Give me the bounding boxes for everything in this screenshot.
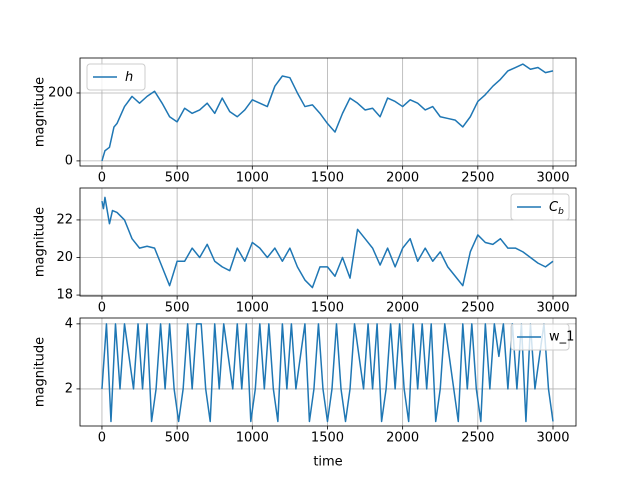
x-tick-label: 2000 (386, 171, 419, 186)
x-tick-label: 1000 (236, 301, 269, 316)
x-tick-label: 1000 (236, 431, 269, 446)
y-tick-label: 4 (65, 316, 73, 331)
y-tick-label: 22 (56, 212, 73, 227)
legend-label-main: C (549, 200, 559, 215)
y-axis-label: magnitude (33, 207, 48, 277)
x-tick-label: 1500 (311, 431, 344, 446)
axes-frame (79, 317, 577, 427)
x-tick-label: 3000 (536, 301, 569, 316)
x-tick-label: 2000 (386, 301, 419, 316)
x-tick-label: 500 (165, 301, 190, 316)
x-tick-label: 1500 (311, 171, 344, 186)
data-line (101, 196, 554, 289)
legend-label-main: h (125, 70, 133, 85)
legend-label: h (125, 70, 133, 85)
x-tick-label: 2500 (461, 171, 494, 186)
x-tick-label: 1500 (311, 301, 344, 316)
legend-label: Cb (549, 200, 564, 217)
x-tick-label: 3000 (536, 171, 569, 186)
y-axis-label: magnitude (33, 337, 48, 407)
y-tick-label: 20 (56, 250, 73, 265)
x-tick-label: 0 (98, 431, 106, 446)
x-tick-label: 500 (165, 171, 190, 186)
y-axis-label: magnitude (33, 77, 48, 147)
data-line (101, 63, 554, 162)
x-tick-label: 2000 (386, 431, 419, 446)
y-tick-label: 18 (56, 288, 73, 303)
axes-frame (79, 187, 577, 297)
x-tick-label: 500 (165, 431, 190, 446)
legend-label-sub: b (558, 207, 564, 217)
x-axis-label: time (313, 455, 342, 470)
x-tick-label: 2500 (461, 301, 494, 316)
x-tick-label: 0 (98, 301, 106, 316)
y-tick-label: 200 (48, 85, 73, 100)
y-tick-label: 2 (65, 381, 73, 396)
x-tick-label: 0 (98, 171, 106, 186)
x-tick-label: 3000 (536, 431, 569, 446)
axes-frame (79, 57, 577, 167)
data-line (101, 323, 554, 423)
x-tick-label: 2500 (461, 431, 494, 446)
legend-label: w_1 (549, 330, 574, 345)
y-tick-label: 0 (65, 153, 73, 168)
x-tick-label: 1000 (236, 171, 269, 186)
